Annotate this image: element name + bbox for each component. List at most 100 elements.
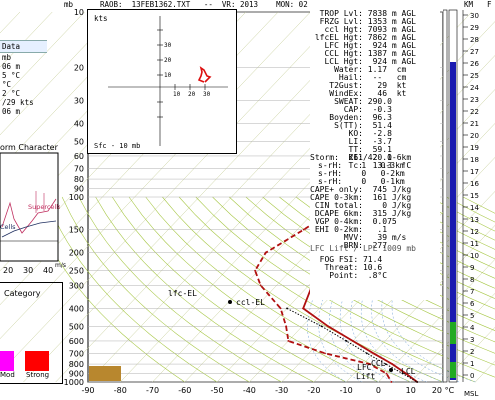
dry-adiabat-line bbox=[28, 196, 185, 383]
pressure-tick-label: 40 bbox=[74, 119, 84, 128]
height-bar-blue bbox=[450, 62, 456, 380]
pressure-tick-label: 70 bbox=[74, 164, 84, 173]
km-tick-label: 3 bbox=[470, 336, 474, 344]
data-row: °C bbox=[2, 80, 12, 89]
km-tick-label: 6 bbox=[470, 300, 475, 308]
km-tick-label: 20 bbox=[470, 132, 479, 140]
temperature-tick-label: 20 °C bbox=[432, 386, 455, 395]
data-row: 06 m bbox=[2, 62, 21, 71]
km-tick-label: 9 bbox=[470, 264, 474, 272]
temperature-tick-label: -30 bbox=[275, 386, 288, 395]
param-row: LCL Hgt: 924 m AGL bbox=[310, 57, 416, 66]
annotation-lift: Lift bbox=[356, 372, 375, 381]
pressure-tick-label: 250 bbox=[69, 267, 84, 276]
km-tick-label: 2 bbox=[470, 348, 474, 356]
isotherm-line bbox=[410, 292, 495, 383]
pressure-tick-label: 50 bbox=[74, 137, 84, 146]
param-row: T2Gust: 29 kt bbox=[310, 81, 407, 90]
isotherm-line bbox=[313, 191, 495, 383]
series-point-parcel bbox=[416, 381, 419, 383]
pressure-tick-label: 800 bbox=[69, 360, 84, 369]
hodo-tick-x-30: 30 bbox=[203, 91, 211, 98]
series-point-parcel bbox=[345, 340, 348, 342]
km-tick-label: 30 bbox=[470, 12, 479, 20]
cape-row: MVV: 39 m/s bbox=[310, 233, 407, 242]
height-panel: 3029282726252423222120191817161514131211… bbox=[443, 9, 479, 398]
storm-axis-40: 40 bbox=[43, 266, 53, 275]
data-row: 5 °C bbox=[2, 71, 21, 80]
km-tick-label: 29 bbox=[470, 24, 479, 32]
km-tick-label: 21 bbox=[470, 120, 479, 128]
param-row: KO: -2.8 bbox=[310, 129, 392, 138]
temperature-tick-label: -80 bbox=[114, 386, 127, 395]
storm-axis-unit: m/s bbox=[55, 262, 66, 269]
data-row: 2 °C bbox=[2, 89, 21, 98]
category-panel: Category Mod Strong bbox=[0, 282, 63, 384]
pressure-tick-label: 10 bbox=[74, 8, 84, 17]
isotherm-line bbox=[281, 157, 495, 383]
pressure-tick-label: 400 bbox=[69, 304, 84, 313]
km-tick-label: 16 bbox=[470, 180, 479, 188]
hodograph-layer: Sfc - 10 mb bbox=[94, 142, 140, 150]
param-row: WindEx: 46 kt bbox=[310, 89, 407, 98]
km-tick-label: 14 bbox=[470, 204, 479, 212]
annotation-lfc-el: lfc-EL bbox=[168, 289, 197, 298]
km-tick-label: 17 bbox=[470, 168, 479, 176]
series-point-dewpoint bbox=[390, 381, 393, 383]
km-tick-label: 26 bbox=[470, 60, 479, 68]
ft-label: F bbox=[487, 0, 492, 9]
isotherm-line bbox=[0, 11, 85, 102]
pressure-tick-label: 100 bbox=[69, 193, 84, 202]
param-row: Water: 1.17 cm bbox=[310, 65, 407, 74]
param-row: FRZG Lvl: 1353 m AGL bbox=[310, 17, 416, 26]
km-tick-label: 27 bbox=[470, 48, 479, 56]
series-point-parcel bbox=[286, 307, 288, 310]
data-panel-title: Data bbox=[0, 40, 47, 53]
storm-axis-30: 30 bbox=[23, 266, 33, 275]
lift-note: LFC Lift / LPL 1009 mb bbox=[310, 244, 416, 253]
param-row: CCL Hgt: 1387 m AGL bbox=[310, 49, 416, 58]
km-tick-label: 15 bbox=[470, 192, 479, 200]
param-row: KI: 20.1 bbox=[310, 153, 392, 162]
srh-row: s-rH: 0 0-2km bbox=[318, 169, 405, 178]
hodograph: kts 10 20 30 10 20 30 Sfc - 10 mb bbox=[87, 9, 237, 154]
series-point-dewpoint bbox=[259, 284, 262, 287]
pressure-tick-label: 600 bbox=[69, 337, 84, 346]
series-point-dewpoint bbox=[385, 372, 388, 375]
temperature-tick-label: 10 bbox=[406, 386, 416, 395]
supercells-label: Supercells bbox=[28, 203, 60, 211]
param-row: Tc: 13.3 °C bbox=[310, 161, 412, 170]
series-point-dewpoint bbox=[279, 307, 282, 310]
category-title: Category bbox=[4, 289, 41, 298]
dry-adiabat-line bbox=[345, 196, 495, 279]
parameters-panel: TROP Lvl: 7838 m AGL FRZG Lvl: 1353 m AG… bbox=[310, 10, 440, 300]
storm-character-title: orm Character bbox=[0, 143, 58, 152]
param-row: TT: 59.1 bbox=[310, 145, 392, 154]
height-bar-green bbox=[450, 322, 456, 344]
km-tick-label: 12 bbox=[470, 228, 479, 236]
annotation-lfc: LFC bbox=[357, 363, 372, 372]
series-point-parcel bbox=[401, 372, 404, 375]
right-strip bbox=[443, 9, 448, 383]
storm-axis-20: 20 bbox=[3, 266, 13, 275]
km-tick-label: 0 bbox=[470, 372, 474, 380]
series-point-dewpoint bbox=[287, 340, 290, 342]
category-strong-label: Strong bbox=[26, 371, 50, 379]
el-marker bbox=[228, 300, 232, 304]
series-point-dewpoint bbox=[324, 352, 326, 355]
storm-motion-row: Storm: 261/42 0-6km bbox=[310, 153, 412, 162]
km-tick-label: 8 bbox=[470, 276, 474, 284]
data-row: /29 kts bbox=[2, 98, 34, 107]
pressure-tick-label: 200 bbox=[69, 249, 84, 258]
series-point-dewpoint bbox=[285, 325, 288, 328]
hodo-tick-x-10: 10 bbox=[173, 91, 181, 98]
param-row: ccl Hgt: 7093 m AGL bbox=[310, 25, 416, 34]
hodo-tick-y-20: 20 bbox=[164, 57, 172, 64]
km-tick-label: 13 bbox=[470, 216, 479, 224]
fog-row: FOG FSI: 71.4 bbox=[310, 255, 383, 264]
km-tick-label: 24 bbox=[470, 84, 479, 92]
pressure-tick-label: 900 bbox=[69, 370, 84, 379]
isotherm-line bbox=[378, 258, 495, 383]
series-point-dewpoint bbox=[368, 363, 371, 365]
hodo-tick-x-20: 20 bbox=[188, 91, 196, 98]
